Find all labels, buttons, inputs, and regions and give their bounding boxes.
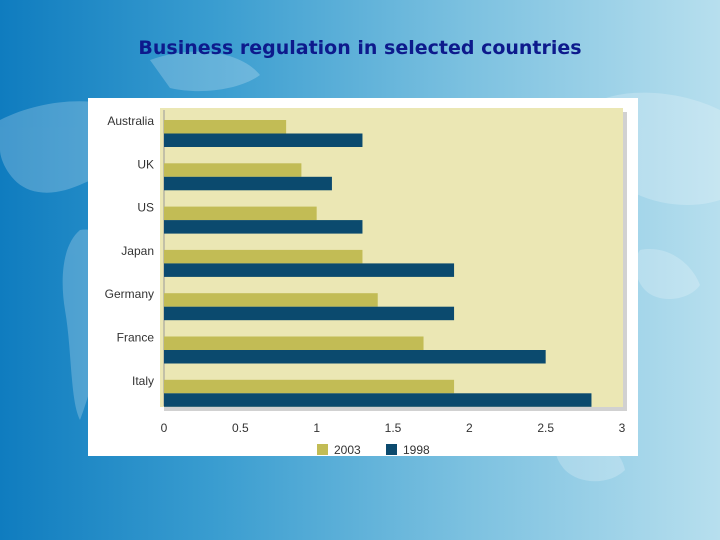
category-label: Germany (105, 287, 154, 301)
x-tick-label: 1.5 (385, 421, 402, 435)
bar-uk-1998 (164, 176, 332, 191)
category-label: France (117, 331, 155, 345)
bar-us-1998 (164, 220, 363, 234)
category-label: US (137, 201, 154, 215)
category-label: Australia (107, 114, 154, 128)
x-tick-label: 3 (619, 421, 626, 435)
category-label: UK (137, 157, 154, 171)
bar-us-2003 (164, 206, 317, 221)
bar-france-2003 (164, 336, 424, 350)
x-tick-label: 2 (466, 421, 473, 435)
bar-germany-1998 (164, 306, 455, 321)
category-label: Italy (132, 374, 154, 388)
legend-label-2003: 2003 (334, 443, 361, 456)
x-tick-label: 1 (313, 421, 320, 435)
bar-italy-1998 (164, 393, 592, 407)
bar-australia-2003 (164, 120, 287, 134)
bar-france-1998 (164, 350, 546, 364)
legend-label-1998: 1998 (403, 443, 430, 456)
bar-australia-1998 (164, 133, 363, 147)
legend-swatch-1998 (386, 444, 397, 455)
bar-japan-2003 (164, 249, 363, 264)
category-label: Japan (121, 244, 154, 258)
slide-title: Business regulation in selected countrie… (138, 37, 582, 59)
x-tick-label: 0.5 (232, 421, 249, 435)
x-tick-label: 2.5 (537, 421, 554, 435)
x-tick-label: 0 (161, 421, 168, 435)
bar-italy-2003 (164, 379, 455, 394)
bar-japan-1998 (164, 263, 455, 277)
legend-swatch-2003 (317, 444, 328, 455)
business-regulation-bar-chart: Australia UK US Japan Germany France Italy 0 0.… (105, 108, 627, 456)
chart-panel: Australia UK US Japan Germany France Italy 0 0.… (88, 98, 638, 456)
bar-germany-2003 (164, 293, 378, 307)
bar-uk-2003 (164, 163, 302, 177)
